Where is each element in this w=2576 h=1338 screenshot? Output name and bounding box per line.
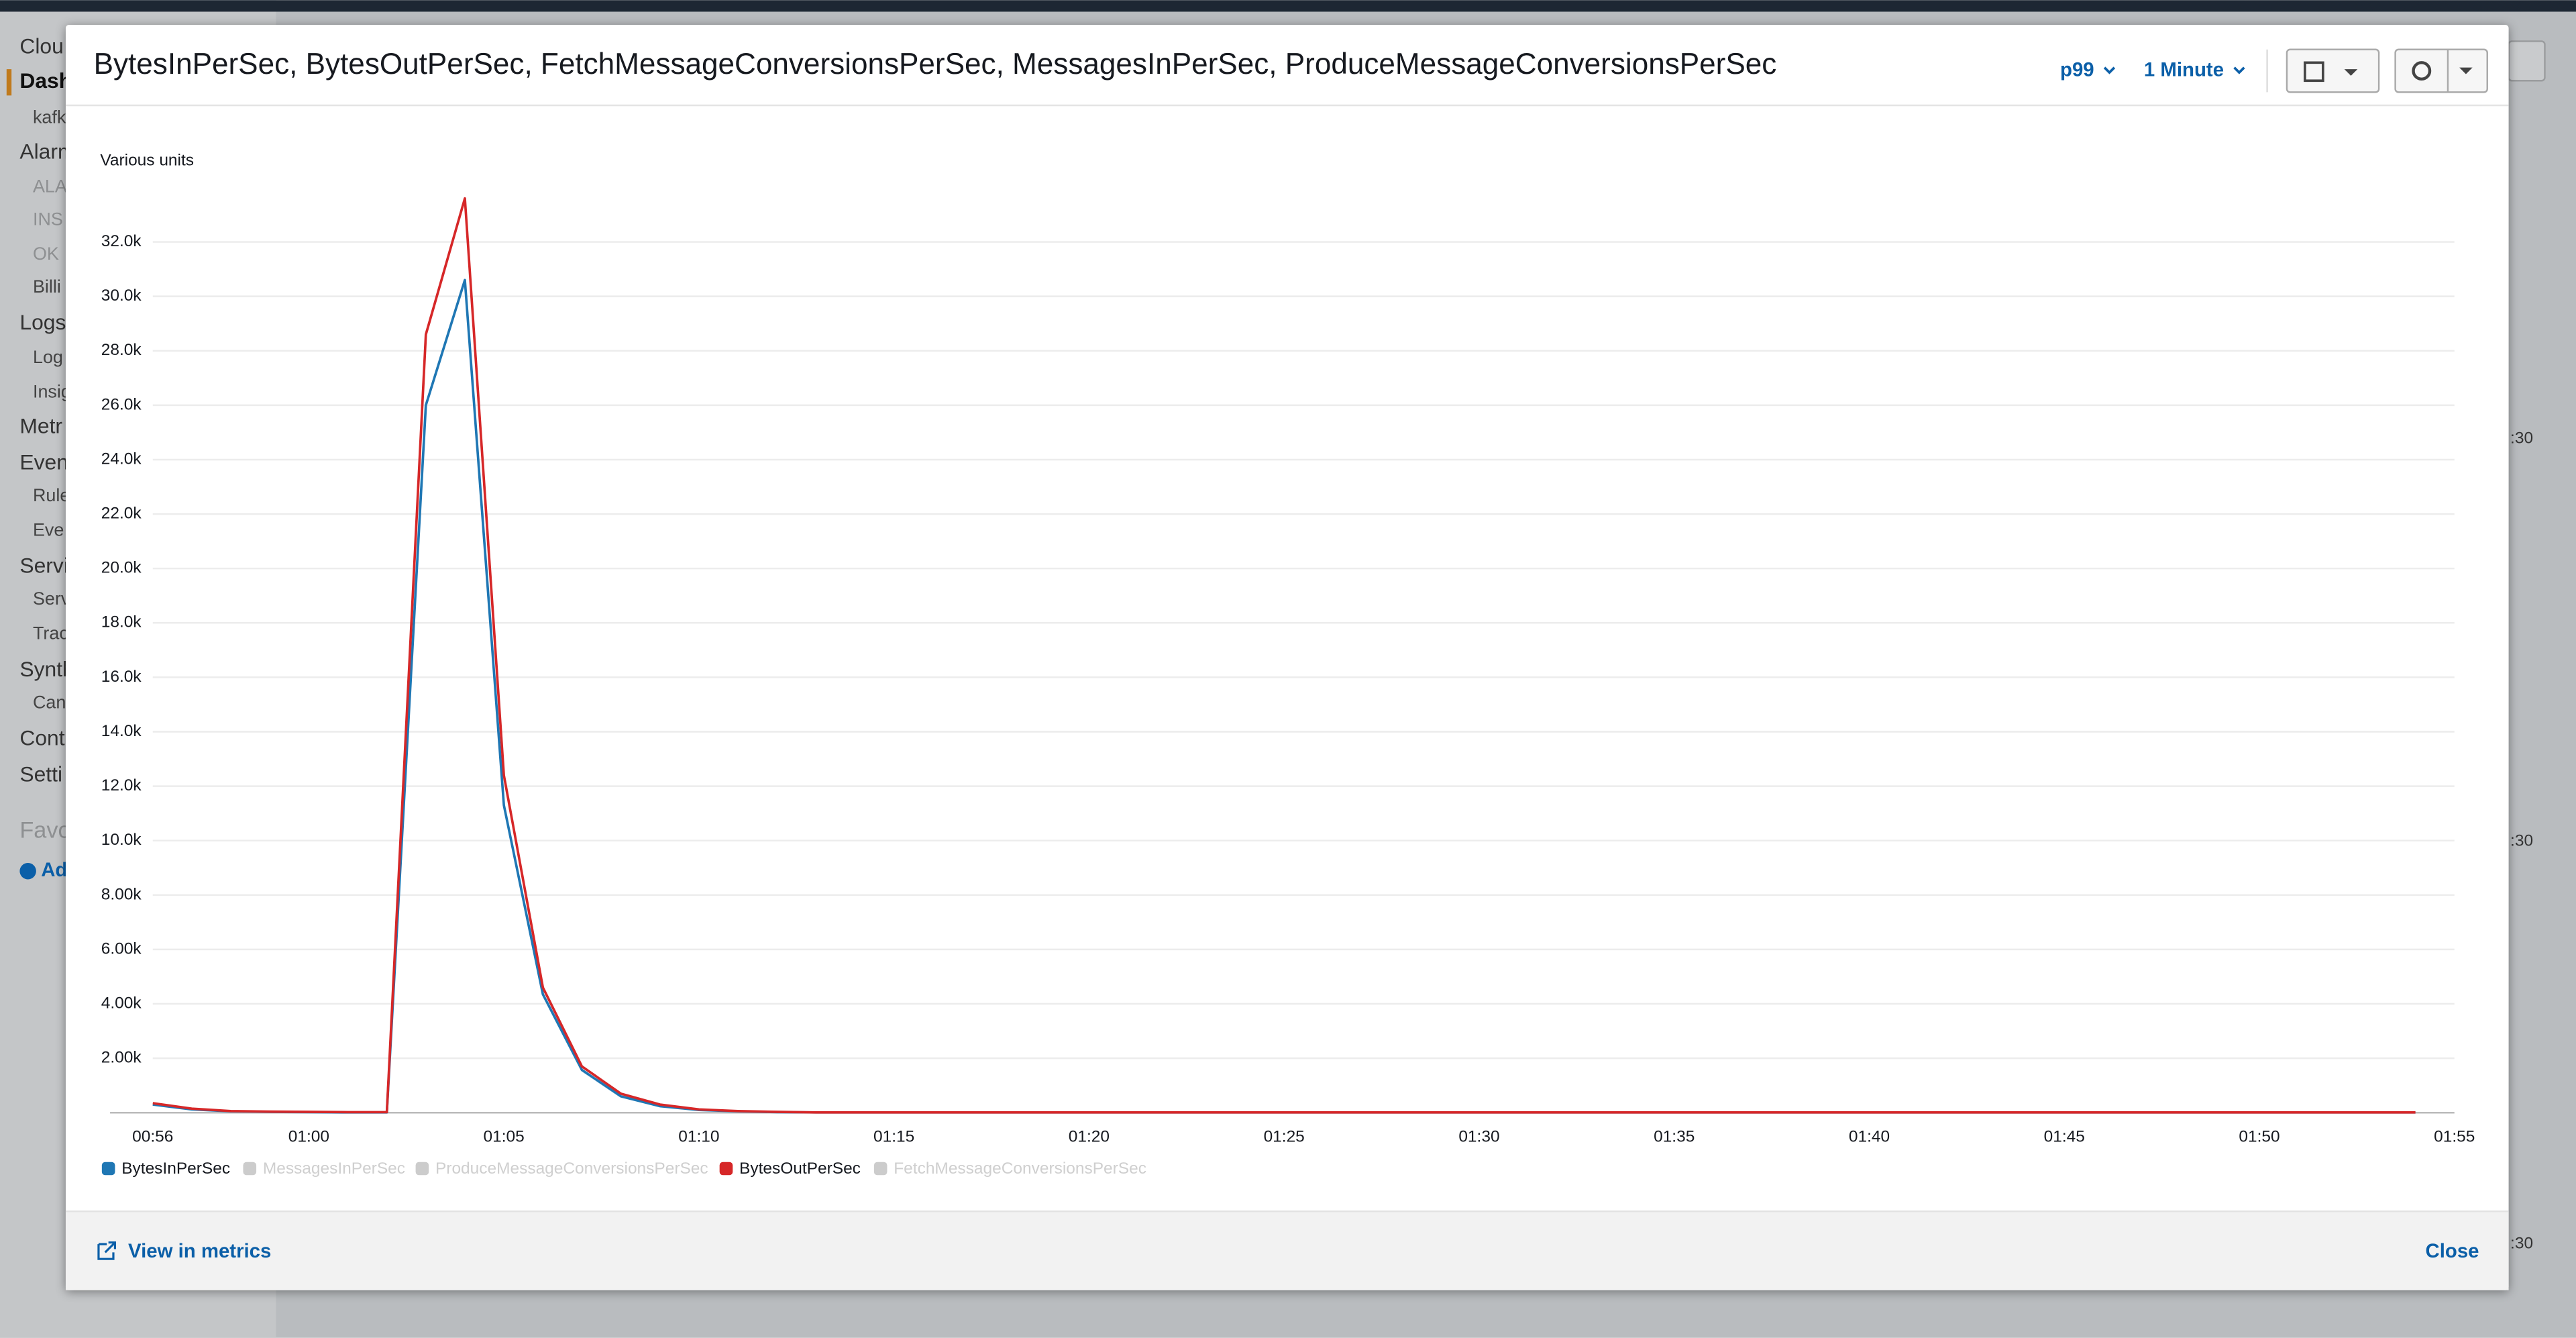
legend-swatch [101,1162,115,1176]
series-line [152,197,2416,1114]
sidebar-item: ALA [33,176,67,197]
x-tick-label: 01:55 [2434,1127,2475,1145]
sidebar-item: Setti [19,762,62,786]
bg-button [2508,40,2546,82]
sidebar-item: Rule [33,485,70,505]
sidebar-item: kafk [33,107,66,127]
y-tick-label: 16.0k [101,668,142,686]
y-tick-label: 24.0k [101,450,142,468]
modal-title: BytesInPerSec, BytesOutPerSec, FetchMess… [94,48,1777,81]
y-tick-label: 8.00k [101,885,142,903]
caret [2459,67,2473,74]
background-label: :30 [2510,429,2533,448]
y-tick-label: 28.0k [101,341,142,359]
y-tick-label: 12.0k [101,776,142,794]
statistic-dropdown[interactable]: p99 [2060,58,2094,81]
x-tick-label: 01:20 [1069,1127,1110,1145]
time-range-button[interactable] [2286,48,2380,93]
x-tick-label: 01:10 [678,1127,719,1145]
y-tick-label: 26.0k [101,395,142,413]
close-button[interactable]: Close [2426,1240,2479,1262]
x-tick-label: 01:15 [873,1127,914,1145]
modal-footer [65,1211,2509,1290]
sidebar-item: Can [33,692,66,713]
sidebar-item: Favo [19,818,70,843]
y-tick-label: 20.0k [101,559,142,577]
period-dropdown[interactable]: 1 Minute [2144,58,2224,81]
y-tick-label: 10.0k [101,831,142,849]
legend-swatch [243,1162,257,1176]
view-in-metrics-link[interactable]: View in metrics [128,1240,271,1262]
sidebar-item: Trac [33,623,68,644]
y-tick-label: 18.0k [101,613,142,631]
sidebar-item: Dash [19,68,72,93]
sidebar-item: OK [33,244,59,264]
sidebar-item: Clou [19,34,63,58]
x-tick-label: 01:40 [1849,1127,1890,1145]
background-labels: :30 :30 :30 [2510,429,2533,1253]
x-tick-label: 00:56 [132,1127,173,1145]
plot: 2.00k 4.00k 6.00k 8.00k 10.0k 12.0k 14.0k 16.0k… [101,197,2475,1178]
y-tick-label: 30.0k [101,287,142,305]
chevron [2233,66,2245,74]
sidebar-item: Logs [19,310,66,334]
legend-entry: FetchMessageConversionsPerSec [894,1160,1146,1178]
y-tick-label: 2.00k [101,1049,142,1067]
sidebar-item: Servi [19,554,68,578]
background-label: :30 [2510,1235,2533,1253]
legend-swatch [873,1162,888,1176]
x-tick-label: 01:50 [2239,1127,2279,1145]
legend-entry: BytesInPerSec [121,1160,230,1178]
caret [2344,69,2358,76]
x-tick-label: 01:30 [1458,1127,1499,1145]
x-tick-label: 01:35 [1654,1127,1695,1145]
x-tick-label: 01:00 [288,1127,329,1145]
sidebar-item: Even [19,450,68,474]
legend-entry: ProduceMessageConversionsPerSec [435,1160,708,1178]
sidebar-item: Cont [19,726,64,750]
background-label: :30 [2510,832,2533,850]
sidebar-item: Insig [33,382,71,402]
legend-entry: MessagesInPerSec [263,1160,405,1178]
active-marker [6,69,12,96]
sidebar-item: Ad [41,859,67,881]
legend-swatch [415,1162,429,1176]
y-tick-label: 6.00k [101,939,142,958]
x-tick-label: 01:45 [2044,1127,2085,1145]
y-tick-label: 22.0k [101,505,142,523]
sidebar-item: Billi [33,276,61,297]
sidebar-item: Log [33,347,63,367]
modal [65,25,2509,1290]
sidebar-item: Eve [33,519,64,539]
sidebar-item: Synth [19,657,74,681]
x-tick-label: 01:05 [484,1127,525,1145]
sidebar-item: INS [33,209,63,229]
add-icon [19,862,36,880]
y-tick-label: 32.0k [101,232,142,250]
y-tick-label: 14.0k [101,722,142,740]
legend-entry: BytesOutPerSec [739,1160,861,1178]
sidebar-item: Serv [33,588,70,609]
top-bar [0,0,2576,12]
calendar-icon [2304,61,2324,83]
chevron [2103,66,2116,74]
refresh-icon [2412,61,2432,81]
x-tick-label: 01:25 [1264,1127,1305,1145]
legend-swatch [719,1162,733,1176]
sidebar-item: Metr [19,413,62,438]
refresh-button[interactable] [2394,48,2488,93]
external-link-icon [97,1241,117,1260]
y-axis-label: Various units [100,152,194,170]
y-tick-label: 4.00k [101,994,142,1012]
